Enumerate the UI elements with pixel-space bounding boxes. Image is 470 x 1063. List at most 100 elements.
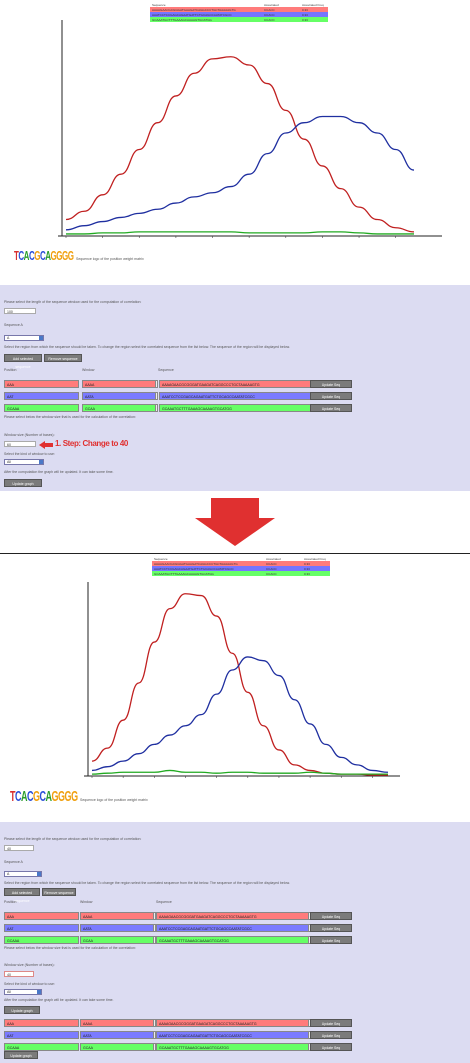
sequence-label: Sequence A — [4, 860, 23, 864]
bottom-sequence-logo: TCACGCAGGGG — [10, 788, 78, 804]
filter-window-input[interactable]: AAAA — [82, 380, 156, 388]
filter-sequence-input[interactable]: AAATCCTCCGAGCAGAATGATTCTGCAGCCAATATCGCC — [156, 924, 309, 932]
resize-handle[interactable] — [153, 924, 156, 932]
resize-handle[interactable] — [153, 1043, 156, 1051]
filter-row: GCAAA GCAA GCAAATGCTTTGAAAGCAAAAGTGCATGG Up… — [4, 1043, 466, 1051]
filter-window-input[interactable]: AAAA — [80, 912, 154, 920]
filter-window-input[interactable]: GCAA — [80, 936, 154, 944]
filter-sequence-input[interactable]: AAAAGAACGCGGGATGAAGATCAGGCCCTGCTAAAAAGTG — [159, 380, 311, 388]
window-size-intro: Please select below the window size that… — [4, 415, 136, 419]
legend-header-sequence: Sequence — [152, 2, 166, 7]
legend-associated: CCACC — [262, 7, 300, 12]
add-sequence-button[interactable]: Add selected sequence — [4, 888, 40, 903]
legend-freq: 0.33 — [302, 561, 330, 566]
filter-sequence-input[interactable]: AAAAGAACGCGGGATGAAGATCAGGCCCTGCTAAAAAGTG — [156, 1019, 309, 1027]
remove-sequence-button[interactable]: Remove sequence — [44, 354, 82, 362]
window-length-question: Please select the length of the sequence… — [4, 300, 142, 304]
filter-col-sequence: Sequence — [156, 900, 172, 904]
filter-position-input[interactable]: AAA — [4, 380, 79, 388]
computation-note: After the computation the graph will be … — [4, 998, 114, 1002]
transition-arrow-icon — [195, 498, 275, 546]
series-line-0 — [65, 56, 415, 233]
legend-row: GCAAATGCTTTGAAAGCAAAAGTGCATGG CCACC 0.33 — [152, 571, 330, 576]
update-sequence-button[interactable]: Update Seq — [310, 1043, 352, 1051]
window-size-input[interactable]: 40 — [4, 971, 34, 977]
logo-letter: G — [58, 788, 65, 804]
filter-sequence-input[interactable]: GCAAATGCTTTGAAAGCAAAAGTGCATGG — [159, 404, 311, 412]
resize-handle[interactable] — [153, 1031, 156, 1039]
top-sequence-logo: TCACGCAGGGG — [14, 249, 74, 263]
computation-note: After the computation the graph will be … — [4, 470, 114, 474]
logo-letter: G — [67, 248, 74, 263]
top-line-chart — [58, 20, 442, 238]
remove-sequence-button[interactable]: Remove sequence — [42, 888, 76, 896]
resize-handle[interactable] — [153, 912, 156, 920]
filter-window-input[interactable]: AATA — [80, 1031, 154, 1039]
window-kind-select[interactable]: All — [4, 459, 44, 465]
logo-letter: G — [51, 788, 59, 804]
filter-position-input[interactable]: AAT — [4, 392, 79, 400]
filter-position-input[interactable]: AAT — [4, 1031, 79, 1039]
legend-associated: CCACC — [264, 561, 302, 566]
window-length-question: Please select the length of the sequence… — [4, 837, 142, 841]
series-line-2 — [91, 769, 388, 775]
update-sequence-button[interactable]: Update Seq — [310, 380, 352, 388]
window-kind-select[interactable]: All — [4, 989, 42, 995]
window-length-input[interactable]: 100 — [4, 308, 36, 314]
add-sequence-button[interactable]: Add selected sequence — [4, 354, 42, 369]
update-sequence-button[interactable]: Update Seq — [310, 912, 352, 920]
filter-window-input[interactable]: AATA — [82, 392, 156, 400]
update-sequence-button[interactable]: Update Seq — [310, 924, 352, 932]
logo-letter: C — [28, 248, 35, 263]
filter-sequence-input[interactable]: GCAAATGCTTTGAAAGCAAAAGTGCATGG — [156, 1043, 309, 1051]
update-sequence-button[interactable]: Update Seq — [310, 404, 352, 412]
filter-position-input[interactable]: GCAAA — [4, 936, 79, 944]
filter-position-input[interactable]: GCAAA — [4, 1043, 79, 1051]
filter-window-input[interactable]: AATA — [80, 924, 154, 932]
update-sequence-button[interactable]: Update Seq — [310, 392, 352, 400]
region-instructions: Select the region from which the sequenc… — [4, 345, 290, 349]
update-graph-button[interactable]: Update graph — [4, 1006, 40, 1014]
filter-window-input[interactable]: GCAA — [80, 1043, 154, 1051]
legend-freq: 0.33 — [300, 17, 328, 22]
resize-handle[interactable] — [153, 936, 156, 944]
update-sequence-button[interactable]: Update Seq — [310, 1019, 352, 1027]
legend-sequence: GCAAATGCTTTGAAAGCAAAAGTGCATGG — [152, 571, 264, 576]
filter-position-input[interactable]: AAA — [4, 1019, 79, 1027]
window-length-input[interactable]: 40 — [4, 845, 34, 851]
sequence-select[interactable]: A — [4, 871, 42, 877]
window-kind-value: All — [7, 460, 11, 464]
filter-window-input[interactable]: AAAA — [80, 1019, 154, 1027]
top-chart-area: Sequence Associated Associated Freq AAAA… — [0, 0, 470, 285]
logo-letter: G — [56, 248, 62, 263]
filter-position-input[interactable]: AAT — [4, 924, 79, 932]
window-size-input[interactable]: 60 — [4, 441, 36, 447]
resize-handle[interactable] — [153, 1019, 156, 1027]
resize-handle[interactable] — [155, 380, 158, 388]
filter-window-input[interactable]: GCAA — [82, 404, 156, 412]
update-sequence-button[interactable]: Update Seq — [310, 936, 352, 944]
series-line-1 — [91, 656, 389, 773]
filter-sequence-input[interactable]: AAATCCTCCGAGCAGAATGATTCTGCAGCCAATATCGCC — [159, 392, 311, 400]
update-graph-button[interactable]: Update graph — [4, 479, 42, 487]
chevron-down-icon — [37, 990, 41, 994]
logo-letter: G — [34, 248, 40, 263]
final-update-graph-button[interactable]: Update graph — [4, 1051, 38, 1059]
sequence-select[interactable]: A — [4, 335, 44, 341]
legend-row: AAAAGAACGCGGGATGAAGATCAGGCCCTGCTAAAAAGTG… — [150, 7, 328, 12]
legend-header-sequence: Sequence — [154, 556, 168, 561]
resize-handle[interactable] — [155, 392, 158, 400]
filter-position-input[interactable]: AAA — [4, 912, 79, 920]
legend-associated: CCACC — [262, 12, 300, 17]
logo-letter: A — [21, 788, 28, 804]
filter-sequence-input[interactable]: GCAAATGCTTTGAAAGCAAAAGTGCATGG — [156, 936, 309, 944]
logo-letter: G — [64, 788, 72, 804]
logo-letter: C — [27, 788, 34, 804]
filter-sequence-input[interactable]: AAATCCTCCGAGCAGAATGATTCTGCAGCCAATATCGCC — [156, 1031, 309, 1039]
update-sequence-button[interactable]: Update Seq — [310, 1031, 352, 1039]
logo-letter: C — [39, 788, 47, 804]
filter-sequence-input[interactable]: AAAAGAACGCGGGATGAAGATCAGGCCCTGCTAAAAAGTG — [156, 912, 309, 920]
legend-sequence: GCAAATGCTTTGAAAGCAAAAGTGCATGG — [150, 17, 262, 22]
filter-position-input[interactable]: GCAAA — [4, 404, 79, 412]
resize-handle[interactable] — [155, 404, 158, 412]
